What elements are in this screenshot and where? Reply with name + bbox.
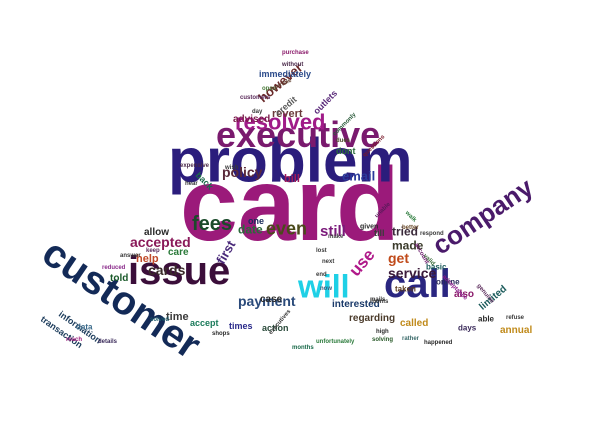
word: online	[436, 277, 460, 287]
word: called	[400, 318, 429, 329]
word: unfortunately	[316, 339, 355, 346]
word: open	[262, 86, 277, 93]
word: without	[282, 62, 304, 69]
word: policy	[222, 163, 263, 180]
word: solved	[150, 317, 170, 324]
word: revert	[272, 108, 303, 121]
word: refuse	[506, 315, 525, 322]
word: outlets	[311, 88, 340, 117]
word: happened	[424, 340, 453, 347]
word: walk	[403, 210, 418, 224]
word: rooms	[370, 299, 389, 306]
word: able	[478, 314, 495, 324]
word: interested	[332, 299, 380, 310]
word: reach	[66, 337, 83, 344]
word: till	[374, 227, 385, 238]
word: bill	[284, 173, 300, 186]
word: end	[316, 272, 327, 279]
word: next	[322, 259, 335, 266]
word: told	[110, 273, 129, 284]
word: better	[402, 225, 419, 232]
word: accepted	[130, 233, 191, 250]
word: wish	[225, 165, 239, 172]
word: expensive	[180, 163, 210, 170]
word: card	[180, 146, 400, 263]
word: keep	[146, 248, 160, 255]
word: dues	[336, 138, 351, 145]
word: dont	[336, 145, 356, 156]
word: resolved	[235, 109, 326, 135]
word: purchase	[282, 50, 309, 57]
word: company	[426, 171, 539, 261]
word: issue	[128, 249, 231, 293]
word: now	[320, 286, 332, 293]
word: given	[360, 223, 379, 231]
word: days	[458, 323, 477, 333]
word: case	[260, 294, 283, 305]
word: high	[376, 329, 389, 336]
word: tried	[392, 224, 419, 239]
word: care	[168, 247, 189, 258]
word: months	[292, 345, 314, 352]
word: immediately	[259, 68, 312, 79]
word: make	[328, 234, 344, 241]
word: also	[454, 289, 475, 300]
word: cards	[148, 261, 186, 278]
word: answer	[120, 253, 141, 260]
word: allow	[144, 227, 170, 238]
word: accept	[190, 317, 219, 328]
word: help	[136, 253, 159, 266]
word: payment	[238, 292, 296, 309]
word: fees	[192, 213, 233, 235]
word: shops	[212, 331, 230, 338]
word: basic	[426, 262, 447, 272]
word: details	[98, 339, 118, 346]
word: rather	[402, 336, 420, 343]
word: regarding	[349, 313, 396, 324]
word: even	[266, 218, 308, 239]
word: get	[388, 249, 409, 266]
word: executive	[216, 114, 381, 156]
word: email	[342, 168, 376, 184]
word: service	[388, 264, 437, 281]
word: data	[76, 322, 93, 332]
word: lost	[316, 248, 327, 255]
word: advised	[233, 114, 271, 125]
word: made	[392, 238, 424, 253]
word: time	[166, 311, 189, 324]
word: times	[229, 320, 253, 331]
word: reduced	[102, 265, 126, 272]
word: solving	[372, 337, 394, 344]
word: day	[252, 109, 263, 116]
word: hear	[185, 181, 198, 188]
word: still	[320, 223, 346, 240]
word: one	[248, 215, 265, 226]
word: action	[262, 322, 289, 333]
word: call	[384, 262, 451, 306]
word: taken	[395, 284, 416, 294]
word: respond	[420, 231, 444, 238]
word: annual	[500, 325, 533, 336]
word: mails	[370, 297, 386, 304]
word: date	[238, 222, 263, 237]
word: will	[298, 268, 350, 305]
word: customers	[240, 95, 271, 102]
word: problem	[168, 126, 413, 196]
